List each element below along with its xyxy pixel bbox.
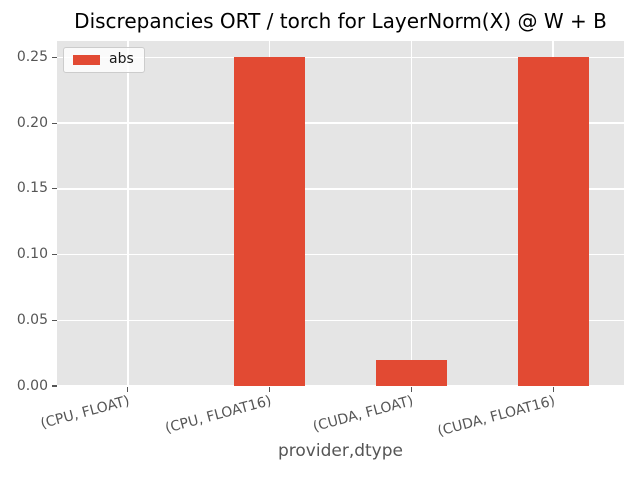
y-gridline — [57, 385, 624, 387]
y-gridline — [57, 319, 624, 321]
y-tick-label: 0.25 — [16, 48, 48, 65]
y-tick-label: 0.20 — [16, 114, 48, 131]
y-tick-label: 0.15 — [16, 180, 48, 197]
plot-area — [57, 41, 624, 387]
x-tick — [127, 387, 129, 392]
y-gridline — [57, 253, 624, 256]
legend: abs — [63, 47, 145, 73]
y-tick — [52, 319, 57, 321]
y-tick-label: 0.05 — [16, 311, 48, 328]
y-tick-label: 0.00 — [16, 377, 48, 394]
x-tick — [410, 387, 412, 392]
y-tick — [52, 385, 57, 387]
bar--cuda-float16- — [517, 57, 589, 386]
x-tick-label: (CPU, FLOAT) — [39, 393, 132, 433]
x-tick-label: (CUDA, FLOAT16) — [436, 393, 558, 440]
y-gridline — [57, 188, 624, 190]
chart-title: Discrepancies ORT / torch for LayerNorm(… — [74, 9, 607, 33]
y-gridline — [57, 122, 624, 124]
x-gridline — [127, 41, 129, 386]
x-gridline — [410, 41, 413, 386]
x-tick — [269, 387, 271, 392]
bar--cuda-float- — [375, 359, 447, 386]
y-tick — [52, 56, 57, 59]
x-tick-label: (CPU, FLOAT16) — [163, 393, 274, 437]
y-tick — [52, 122, 57, 124]
x-tick-label: (CUDA, FLOAT) — [311, 393, 416, 436]
x-axis-label: provider,dtype — [277, 441, 403, 461]
legend-label: abs — [109, 51, 134, 67]
x-tick — [552, 387, 554, 392]
y-tick — [52, 253, 57, 256]
bar--cpu-float16- — [234, 57, 306, 386]
legend-swatch-icon — [73, 54, 100, 65]
y-tick — [52, 188, 57, 190]
y-tick-label: 0.10 — [16, 246, 48, 263]
y-gridline — [57, 56, 624, 59]
